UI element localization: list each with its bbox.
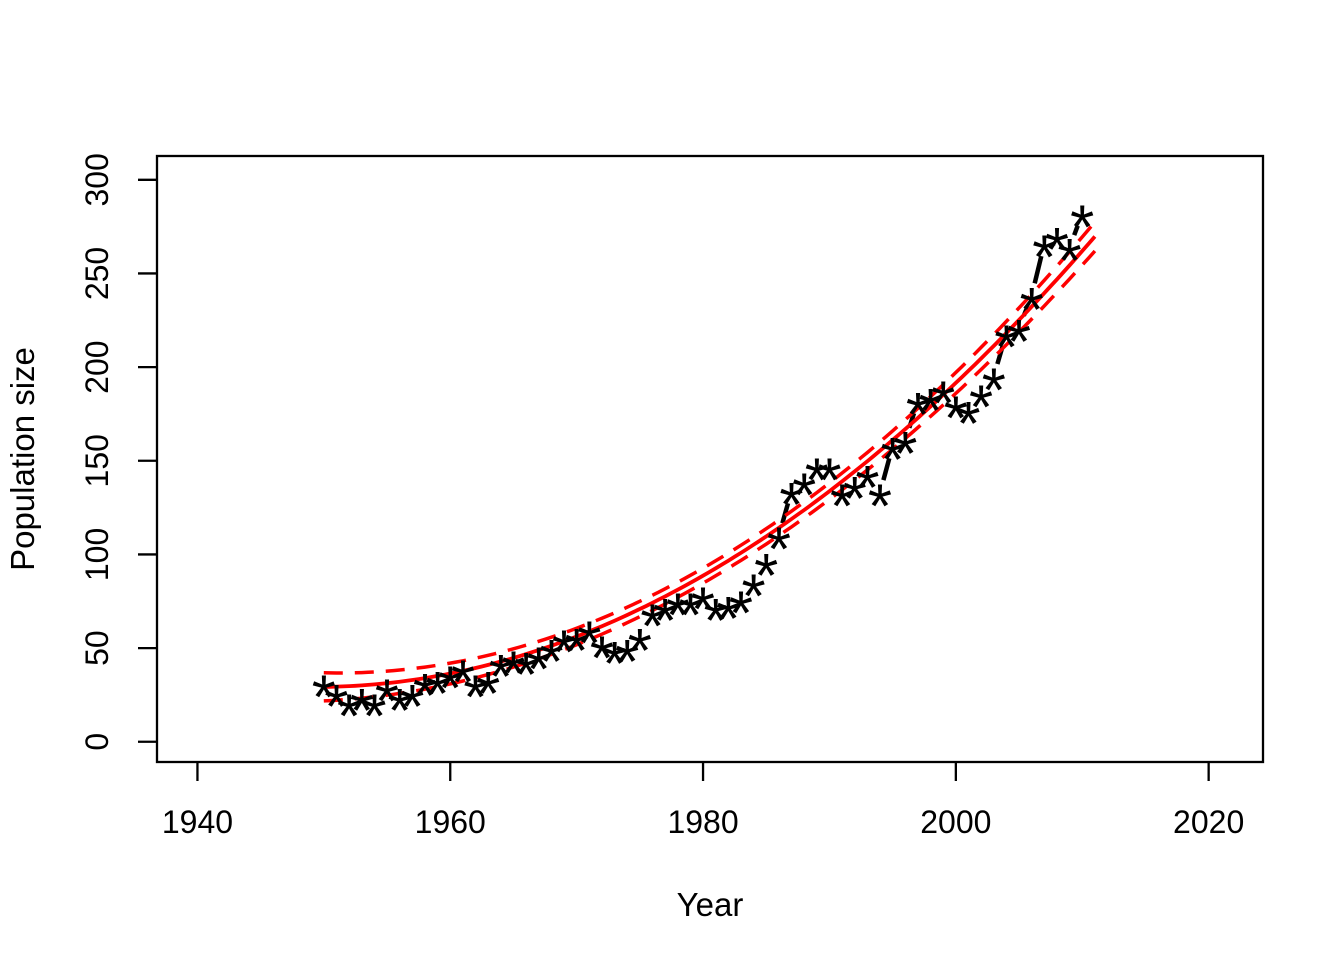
data-point: * (628, 617, 652, 686)
data-point: * (590, 624, 614, 693)
data-point: * (893, 420, 917, 489)
data-point: * (666, 581, 690, 650)
connector-segment (1072, 224, 1080, 236)
data-point: * (577, 609, 601, 678)
x-tick-label: 1960 (415, 804, 486, 840)
data-point: * (565, 617, 589, 686)
data-point: * (1020, 276, 1044, 345)
data-point: * (489, 643, 513, 712)
data-point: * (1070, 194, 1094, 263)
x-tick-label: 2000 (920, 804, 991, 840)
y-tick-label: 300 (79, 153, 115, 206)
data-point: * (1007, 308, 1031, 377)
data-point: * (1058, 227, 1082, 296)
data-point: * (704, 587, 728, 656)
data-point: * (868, 473, 892, 542)
data-point: * (350, 677, 374, 746)
y-tick-label: 0 (79, 733, 115, 751)
plot-box (155, 154, 1265, 764)
y-tick-label: 150 (79, 434, 115, 487)
x-axis-title: Year (677, 886, 744, 923)
data-point: * (413, 662, 437, 731)
connector-segment (881, 457, 892, 481)
data-point: * (476, 660, 500, 729)
data-point: * (362, 682, 386, 751)
y-tick-label: 200 (79, 340, 115, 393)
ci-upper-line (323, 220, 1097, 675)
data-point: * (552, 619, 576, 688)
data-point: * (944, 385, 968, 454)
data-point: * (767, 516, 791, 585)
y-tick-label: 250 (79, 247, 115, 300)
data-point: * (615, 628, 639, 697)
data-point: * (754, 542, 778, 611)
data-point: * (463, 664, 487, 733)
y-axis-title: Population size (4, 347, 41, 571)
data-point: * (956, 390, 980, 459)
data-point: * (843, 465, 867, 534)
data-point: * (375, 667, 399, 736)
data-point: * (716, 585, 740, 654)
fit-curve (323, 235, 1097, 689)
data-point: * (653, 587, 677, 656)
data-point: * (906, 381, 930, 450)
fit-line (323, 235, 1097, 689)
x-tick-label: 1980 (667, 804, 738, 840)
data-point: * (640, 593, 664, 662)
data-point: * (337, 682, 361, 751)
connector-segment (780, 502, 791, 524)
data-point: * (1045, 216, 1069, 285)
data-point: * (919, 377, 943, 446)
data-point: * (438, 654, 462, 723)
data-point: * (451, 649, 475, 718)
data-point: * (527, 636, 551, 705)
data-point: * (982, 357, 1006, 426)
data-point: * (426, 660, 450, 729)
y-tick-label: 100 (79, 528, 115, 581)
confidence-band-curves (323, 220, 1097, 703)
data-point: * (400, 673, 424, 742)
ci-lower-line (323, 249, 1097, 703)
data-point: * (729, 579, 753, 648)
x-tick-label: 2020 (1173, 804, 1244, 840)
y-tick-label: 50 (79, 630, 115, 666)
data-point: * (805, 446, 829, 515)
data-point: * (855, 454, 879, 523)
data-point: * (969, 373, 993, 442)
axes: 1940 1960 1980 2000 2020 0 50 100 150 200 250 300 (79, 153, 1265, 840)
connector-segment (1032, 255, 1044, 284)
data-point: * (603, 630, 627, 699)
data-point: * (817, 446, 841, 515)
data-point: * (324, 673, 348, 742)
data-point: * (1032, 224, 1056, 293)
data-point: * (691, 576, 715, 645)
data-point: * (830, 473, 854, 542)
data-point: * (792, 461, 816, 530)
data-point: * (501, 639, 525, 708)
data-point: * (742, 563, 766, 632)
data-point: * (931, 370, 955, 439)
data-point: * (514, 641, 538, 710)
data-point: * (388, 677, 412, 746)
data-point: * (994, 313, 1018, 382)
data-point: * (539, 628, 563, 697)
x-tick-label: 1940 (162, 804, 233, 840)
data-point: * (678, 581, 702, 650)
data-point: * (779, 471, 803, 540)
data-points: ****************************************… (312, 194, 1095, 752)
data-point: * (881, 426, 905, 495)
data-point: * (312, 664, 336, 733)
